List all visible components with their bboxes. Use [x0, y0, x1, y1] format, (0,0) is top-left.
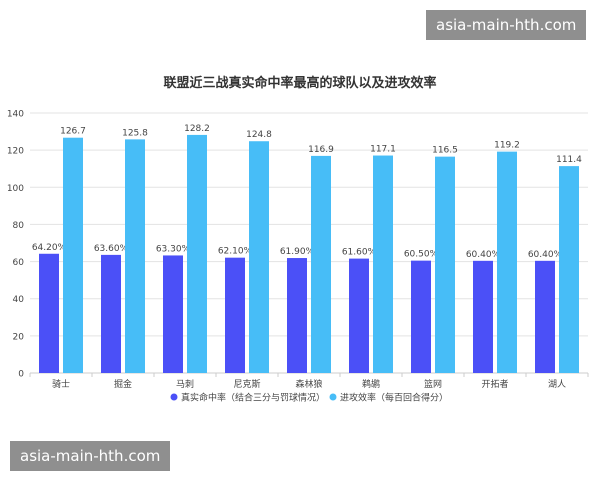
bar-true-shooting [101, 254, 121, 373]
y-tick-label: 140 [7, 110, 24, 120]
bar-true-shooting [411, 260, 431, 373]
bar-offensive-rating [63, 137, 83, 373]
data-label: 124.8 [246, 130, 272, 140]
data-label: 61.60% [342, 248, 377, 258]
bar-offensive-rating [497, 151, 517, 373]
x-tick-label: 篮网 [424, 378, 442, 390]
data-label: 60.40% [466, 250, 501, 260]
x-tick-label: 马刺 [176, 379, 194, 390]
x-tick-label: 骑士 [52, 378, 70, 390]
bar-offensive-rating [373, 155, 393, 373]
bar-offensive-rating [311, 155, 331, 373]
y-tick-label: 20 [13, 332, 25, 342]
y-tick-label: 40 [13, 295, 25, 305]
legend-marker-series2 [329, 393, 337, 401]
data-label: 64.20% [32, 243, 67, 253]
x-tick-label: 尼克斯 [233, 378, 260, 390]
x-tick-label: 掘金 [114, 378, 132, 390]
data-label: 125.8 [122, 128, 148, 138]
bar-offensive-rating [249, 141, 269, 373]
data-label: 119.2 [494, 141, 520, 151]
data-label: 111.4 [556, 155, 582, 165]
legend-label-series2: 进攻效率（每百回合得分） [340, 392, 448, 404]
data-label: 63.60% [94, 244, 129, 254]
data-label: 128.2 [184, 124, 210, 134]
bar-true-shooting [39, 253, 59, 373]
legend-label-series1: 真实命中率（结合三分与罚球情况） [181, 392, 325, 404]
watermark-bottom: asia-main-hth.com [10, 441, 171, 471]
bar-offensive-rating [559, 166, 579, 373]
bar-true-shooting [225, 257, 245, 373]
y-tick-label: 100 [7, 184, 24, 194]
y-tick-label: 120 [7, 147, 24, 157]
data-label: 61.90% [280, 247, 315, 257]
x-tick-label: 森林狼 [295, 378, 322, 390]
chart-title: 联盟近三战真实命中率最高的球队以及进攻效率 [163, 75, 436, 91]
watermark-top: asia-main-hth.com [426, 10, 587, 40]
x-tick-label: 鹈鹕 [362, 378, 380, 390]
y-tick-label: 80 [13, 221, 25, 231]
bar-true-shooting [473, 260, 493, 373]
bar-offensive-rating [125, 139, 145, 373]
legend-marker-series1 [170, 393, 178, 401]
bar-true-shooting [535, 260, 555, 373]
data-label: 63.30% [156, 244, 191, 254]
data-label: 117.1 [370, 145, 396, 155]
data-label: 62.10% [218, 247, 253, 257]
bar-offensive-rating [187, 134, 207, 373]
x-tick-label: 开拓者 [481, 378, 508, 390]
y-tick-label: 60 [13, 258, 25, 268]
bar-true-shooting [163, 255, 183, 373]
data-label: 60.40% [528, 250, 563, 260]
x-tick-label: 湖人 [548, 379, 566, 390]
data-label: 116.9 [308, 145, 334, 155]
y-tick-label: 0 [18, 370, 24, 380]
bar-true-shooting [349, 258, 369, 373]
data-label: 60.50% [404, 250, 439, 260]
data-label: 116.5 [432, 146, 458, 156]
bar-true-shooting [287, 258, 307, 373]
data-label: 126.7 [60, 127, 86, 137]
bar-offensive-rating [435, 156, 455, 373]
